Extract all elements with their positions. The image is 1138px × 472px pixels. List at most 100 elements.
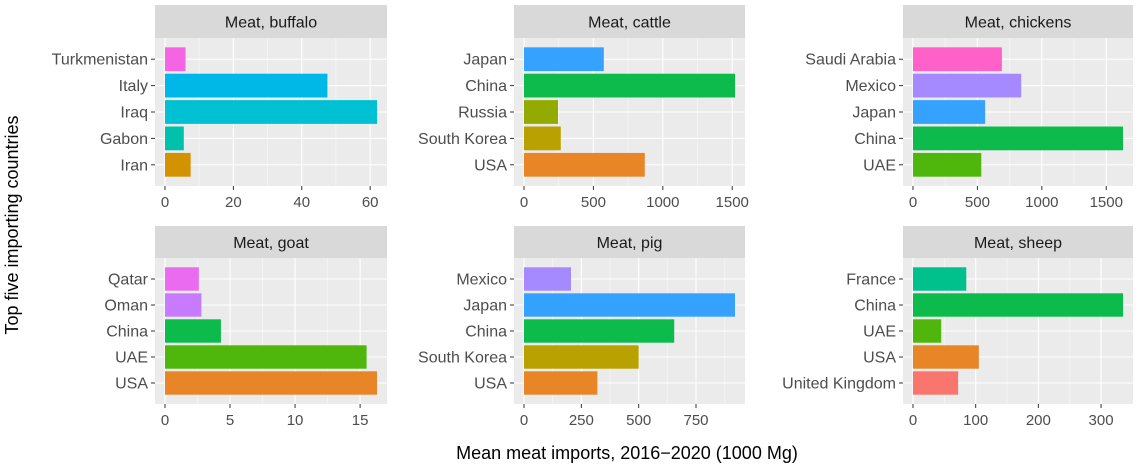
facet-panels: Meat, buffalo 0 20 40 60 Turkmenistan Italy Ira… bbox=[52, 5, 1133, 429]
x-tick-label: 0 bbox=[161, 194, 169, 211]
bar bbox=[165, 73, 328, 98]
facet-strip bbox=[514, 226, 745, 258]
y-tick-label: Oman bbox=[104, 298, 148, 315]
y-tick-label: China bbox=[465, 78, 507, 95]
x-tick-label: 100 bbox=[963, 412, 988, 429]
x-tick-label: 250 bbox=[569, 412, 594, 429]
bar bbox=[913, 293, 1123, 317]
y-tick-label: Japan bbox=[463, 298, 507, 315]
y-tick-label: USA bbox=[474, 376, 507, 393]
facet-title: Meat, sheep bbox=[974, 235, 1062, 252]
y-tick-label: Mexico bbox=[456, 272, 507, 289]
y-tick-label: China bbox=[106, 324, 148, 341]
y-axis-title: Top five importing countries bbox=[2, 115, 22, 334]
y-tick-label: Gabon bbox=[100, 131, 148, 148]
bar bbox=[913, 371, 959, 395]
bar bbox=[913, 47, 1002, 72]
x-tick-label: 500 bbox=[581, 194, 606, 211]
facet-title: Meat, goat bbox=[233, 235, 309, 252]
bar bbox=[165, 47, 186, 72]
bar bbox=[524, 319, 675, 343]
bar bbox=[165, 267, 199, 291]
x-tick-label: 500 bbox=[626, 412, 651, 429]
bar bbox=[524, 267, 572, 291]
bar bbox=[524, 73, 735, 98]
bar bbox=[524, 126, 561, 151]
facet-panel: Meat, chickens 0 500 1000 1500 Saudi Arabia Me… bbox=[805, 5, 1133, 211]
facet-panel: Meat, buffalo 0 20 40 60 Turkmenistan Italy Ira… bbox=[52, 5, 387, 211]
bar bbox=[913, 126, 1123, 151]
facet-title: Meat, cattle bbox=[588, 15, 671, 32]
bar bbox=[524, 47, 604, 72]
bar bbox=[165, 371, 377, 395]
bar bbox=[913, 345, 979, 369]
x-tick-label: 500 bbox=[965, 194, 990, 211]
y-tick-label: China bbox=[854, 298, 896, 315]
bar bbox=[524, 293, 735, 317]
y-tick-label: Iran bbox=[120, 157, 148, 174]
y-tick-label: Japan bbox=[852, 105, 896, 122]
bar bbox=[524, 371, 598, 395]
facet-strip bbox=[155, 5, 387, 38]
x-tick-label: 5 bbox=[226, 412, 234, 429]
x-tick-label: 0 bbox=[909, 194, 917, 211]
y-tick-label: Russia bbox=[458, 105, 507, 122]
x-tick-label: 15 bbox=[352, 412, 369, 429]
x-tick-label: 1500 bbox=[716, 194, 749, 211]
y-tick-label: UAE bbox=[863, 157, 896, 174]
y-tick-label: China bbox=[854, 131, 896, 148]
y-tick-label: Mexico bbox=[845, 78, 896, 95]
facet-strip bbox=[903, 226, 1133, 258]
y-tick-label: Turkmenistan bbox=[52, 52, 148, 69]
bar bbox=[165, 126, 184, 151]
bar bbox=[165, 319, 221, 343]
x-tick-label: 60 bbox=[362, 194, 379, 211]
bar bbox=[524, 152, 645, 177]
x-tick-label: 10 bbox=[287, 412, 304, 429]
bar bbox=[913, 152, 982, 177]
bar bbox=[913, 267, 967, 291]
facet-title: Meat, chickens bbox=[965, 15, 1072, 32]
y-tick-label: Saudi Arabia bbox=[805, 52, 896, 69]
x-axis-title: Mean meat imports, 2016−2020 (1000 Mg) bbox=[456, 443, 798, 463]
bar bbox=[165, 293, 202, 317]
bar bbox=[165, 100, 377, 124]
x-tick-label: 0 bbox=[520, 412, 528, 429]
x-tick-label: 40 bbox=[293, 194, 310, 211]
y-tick-label: South Korea bbox=[418, 131, 507, 148]
x-tick-label: 300 bbox=[1089, 412, 1114, 429]
y-tick-label: USA bbox=[115, 376, 148, 393]
y-tick-label: China bbox=[465, 324, 507, 341]
facet-strip bbox=[903, 5, 1133, 38]
x-tick-label: 1000 bbox=[1025, 194, 1058, 211]
bar bbox=[913, 100, 986, 124]
x-tick-label: 750 bbox=[683, 412, 708, 429]
y-tick-label: Qatar bbox=[108, 272, 149, 289]
y-tick-label: UAE bbox=[863, 324, 896, 341]
bar bbox=[524, 345, 639, 369]
y-tick-label: USA bbox=[863, 350, 896, 367]
bar bbox=[524, 100, 559, 124]
x-tick-label: 20 bbox=[225, 194, 242, 211]
x-tick-label: 0 bbox=[161, 412, 169, 429]
y-tick-label: Italy bbox=[119, 78, 148, 95]
facet-title: Meat, buffalo bbox=[225, 15, 317, 32]
bar bbox=[913, 73, 1022, 98]
x-tick-label: 1500 bbox=[1090, 194, 1123, 211]
facet-panel: Meat, sheep 0 100 200 300 France China UAE USA Un… bbox=[782, 226, 1133, 429]
x-tick-label: 0 bbox=[520, 194, 528, 211]
bar bbox=[165, 345, 367, 369]
bar bbox=[913, 319, 942, 343]
bar bbox=[165, 152, 191, 177]
facet-title: Meat, pig bbox=[597, 235, 663, 252]
facet-panel: Meat, cattle 0 500 1000 1500 Japan China Russia… bbox=[418, 5, 749, 211]
facet-strip bbox=[514, 5, 745, 38]
y-tick-label: USA bbox=[474, 157, 507, 174]
y-tick-label: United Kingdom bbox=[782, 376, 896, 393]
y-tick-label: South Korea bbox=[418, 350, 507, 367]
y-tick-label: Iraq bbox=[120, 105, 148, 122]
x-tick-label: 1000 bbox=[646, 194, 679, 211]
x-tick-label: 0 bbox=[909, 412, 917, 429]
